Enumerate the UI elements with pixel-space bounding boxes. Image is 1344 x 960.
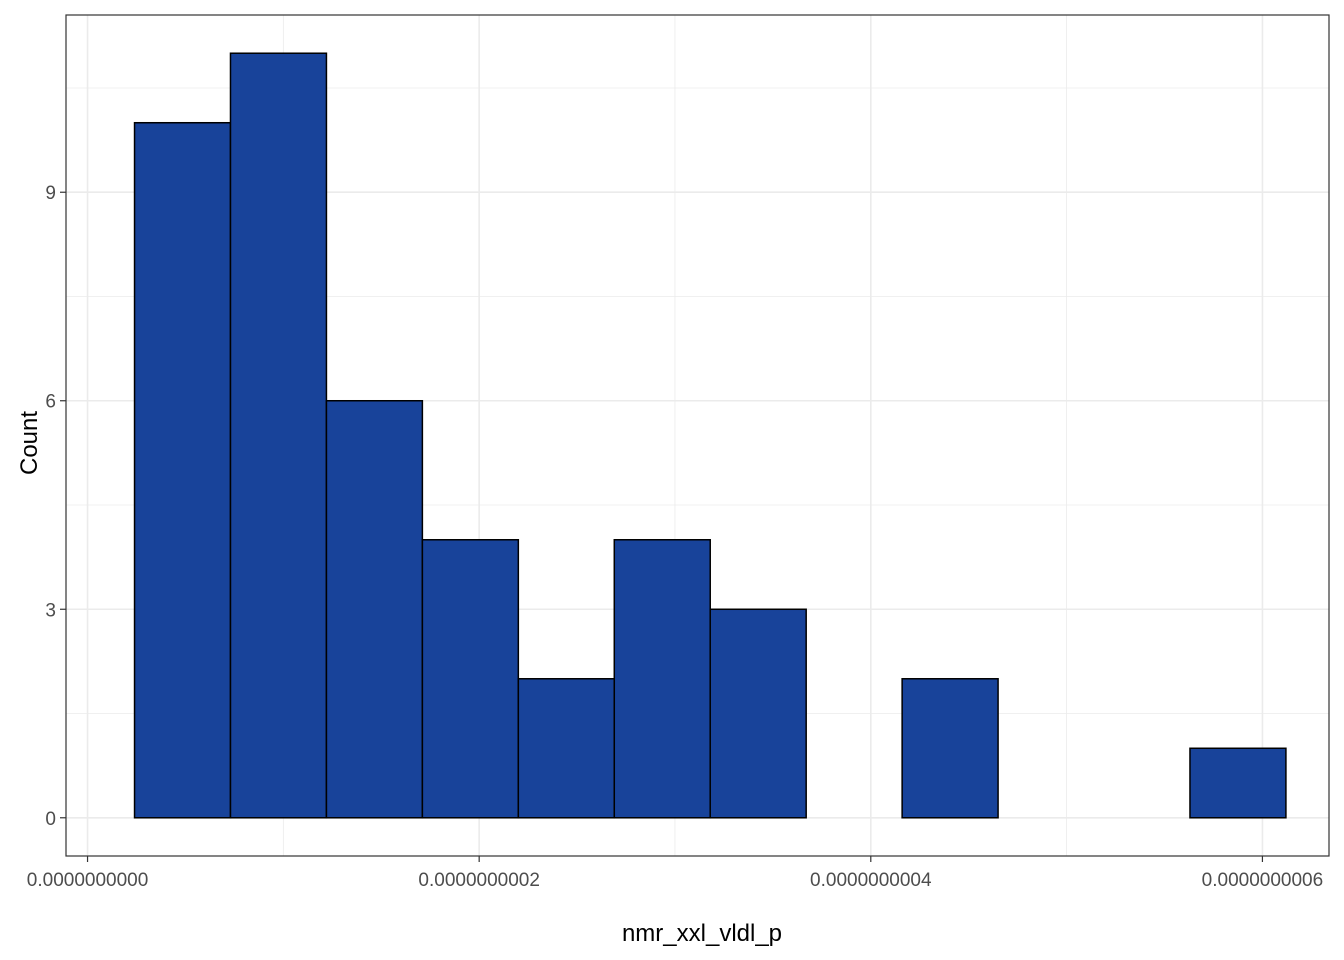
x-tick-label: 0.0000000006 <box>1202 870 1324 891</box>
x-tick-label: 0.0000000002 <box>418 870 540 891</box>
x-axis-title: nmr_xxl_vldl_p <box>622 920 782 947</box>
y-tick-label: 0 <box>45 809 56 830</box>
histogram-bar <box>421 539 520 819</box>
histogram-bar <box>133 121 232 819</box>
y-axis-title: Count <box>16 411 43 475</box>
histogram-bar <box>325 399 424 819</box>
histogram-bars <box>133 52 1287 819</box>
histogram-bar <box>613 539 711 819</box>
y-axis-ticks: 0 3 6 9 <box>45 183 66 830</box>
histogram-bar <box>229 52 328 819</box>
y-tick-label: 6 <box>45 392 56 413</box>
y-tick-label: 9 <box>45 183 56 204</box>
x-tick-label: 0.0000000004 <box>810 870 932 891</box>
histogram-bar <box>709 608 807 819</box>
x-axis-ticks: 0.0000000000 0.0000000002 0.0000000004 0.00… <box>27 856 1323 891</box>
histogram-bar <box>901 678 999 819</box>
y-tick-label: 3 <box>45 600 56 621</box>
x-tick-label: 0.0000000000 <box>27 870 149 891</box>
grid-major-lines <box>66 15 1329 856</box>
histogram-bar <box>517 678 616 819</box>
histogram-bar <box>1189 747 1287 819</box>
plot-panel-border <box>65 14 1330 857</box>
